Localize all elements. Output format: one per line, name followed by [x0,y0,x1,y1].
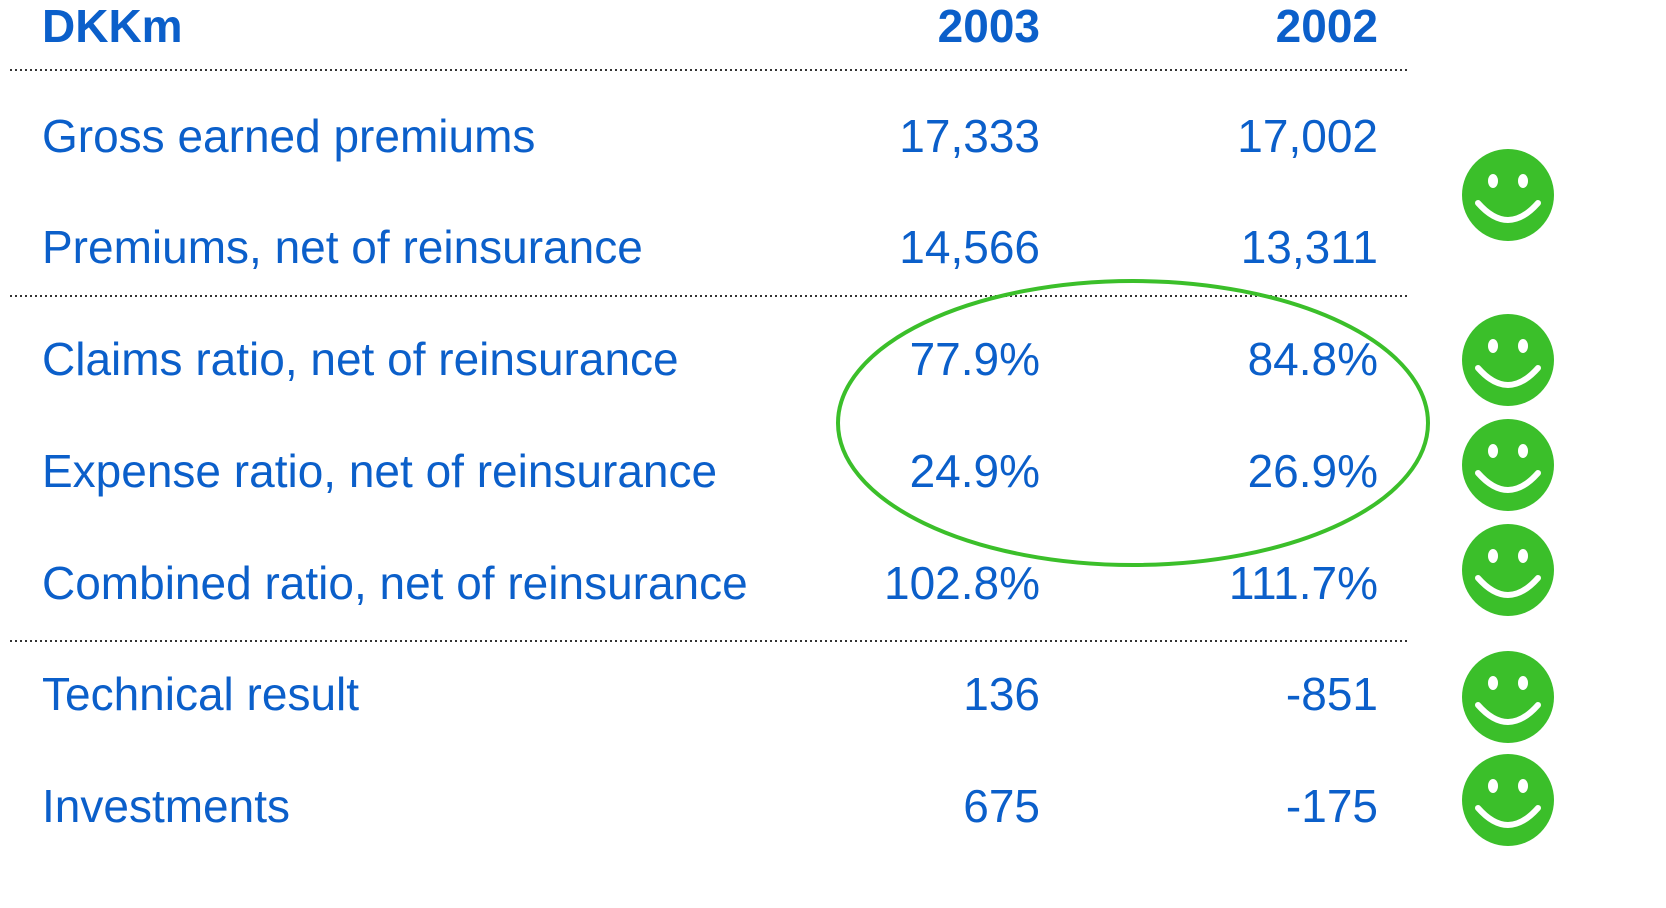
value-cell: 17,333 [899,110,1040,162]
value-cell: 17,002 [1237,110,1378,162]
value-cell: 77.9% [910,333,1040,385]
row-label: Gross earned premiums [42,110,535,162]
row-label: Premiums, net of reinsurance [42,221,643,273]
row-label: Claims ratio, net of reinsurance [42,333,679,385]
value-cell: 136 [963,668,1040,720]
row-label: Expense ratio, net of reinsurance [42,445,717,497]
smiley-icon [1462,524,1554,616]
row-label: Technical result [42,668,359,720]
value-cell: 102.8% [884,557,1040,609]
header-cell: 2002 [1276,0,1378,52]
value-cell: -175 [1286,780,1378,832]
value-cell: 675 [963,780,1040,832]
row-label: Investments [42,780,290,832]
row-label: Combined ratio, net of reinsurance [42,557,748,609]
value-cell: 14,566 [899,221,1040,273]
smiley-icon [1462,419,1554,511]
value-cell: 84.8% [1248,333,1378,385]
value-cell: -851 [1286,668,1378,720]
smiley-icon [1462,149,1554,241]
highlight-ellipse [836,279,1430,567]
smiley-icon [1462,651,1554,743]
value-cell: 26.9% [1248,445,1378,497]
value-cell: 111.7% [1229,557,1378,609]
value-cell: 13,311 [1241,221,1378,273]
value-cell: 24.9% [910,445,1040,497]
smiley-icon [1462,754,1554,846]
smiley-icon [1462,314,1554,406]
header-cell: DKKm [42,0,183,52]
header-cell: 2003 [938,0,1040,52]
